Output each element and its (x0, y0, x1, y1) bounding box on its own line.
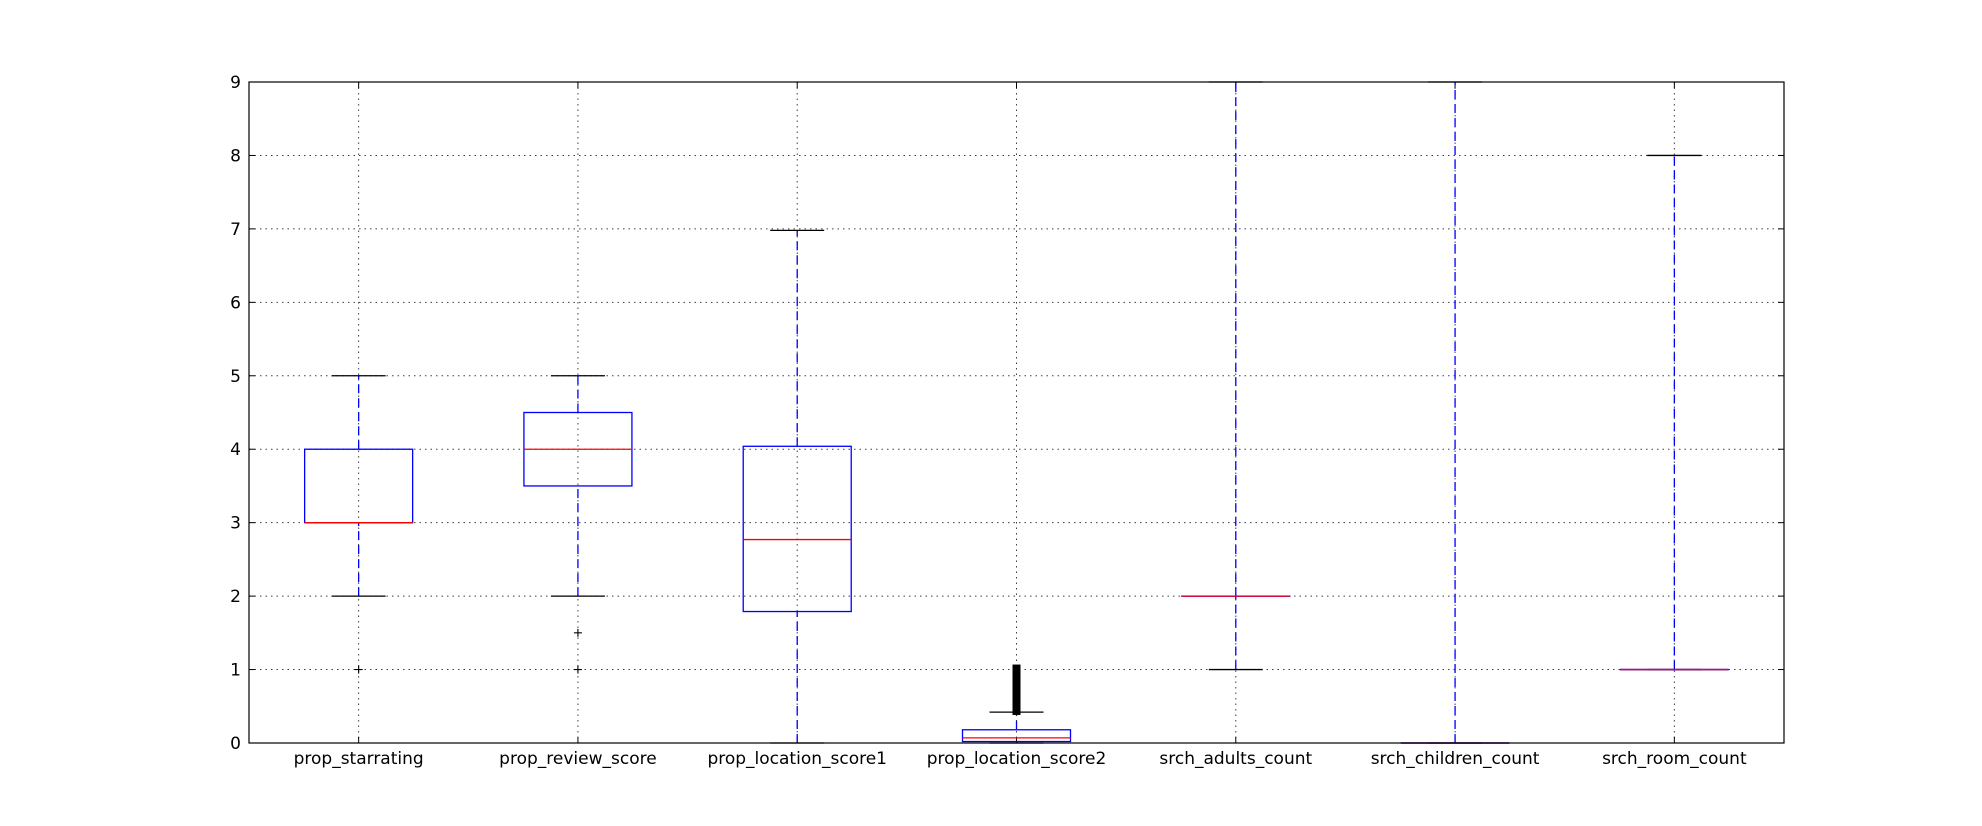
box-prop_location_score1 (742, 229, 852, 744)
y-tick-label: 8 (230, 146, 241, 166)
x-tick-label-srch_room_count: srch_room_count (1602, 749, 1747, 769)
box-prop_location_score2 (961, 664, 1072, 744)
box-srch_adults_count (1181, 81, 1291, 671)
x-tick-label-srch_adults_count: srch_adults_count (1159, 749, 1312, 769)
y-tick-label: 4 (230, 440, 241, 460)
x-tick-label-prop_starrating: prop_starrating (294, 749, 424, 769)
x-tick-label-prop_location_score2: prop_location_score2 (927, 749, 1107, 769)
box-prop_review_score (523, 375, 633, 674)
flier-marker (573, 628, 582, 637)
y-tick-label: 1 (230, 661, 241, 681)
y-tick-label: 2 (230, 587, 241, 607)
x-tick-label-prop_location_score1: prop_location_score1 (707, 749, 887, 769)
x-tick-label-srch_children_count: srch_children_count (1371, 749, 1540, 769)
plot-area-frame (248, 81, 1785, 744)
flier-marker (573, 665, 582, 674)
y-tick-label: 9 (230, 73, 241, 93)
iqr-box (961, 729, 1072, 743)
axis-tick-labels: 0 1 2 3 4 5 6 7 8 9 prop_starrating prop_review_sco… (230, 73, 1747, 769)
box-srch_children_count (1400, 81, 1510, 744)
x-tick-label-prop_review_score: prop_review_score (499, 749, 657, 769)
y-tick-label: 3 (230, 514, 241, 534)
y-tick-label: 6 (230, 293, 241, 313)
box-srch_room_count (1619, 154, 1730, 671)
grid-lines (249, 81, 1784, 744)
y-tick-label: 7 (230, 220, 241, 240)
flier-mark (1012, 664, 1021, 675)
flier-marker (354, 665, 363, 674)
iqr-box (742, 445, 852, 613)
flier-marker (1012, 664, 1021, 675)
y-tick-label: 5 (230, 367, 241, 387)
y-tick-label: 0 (230, 734, 241, 754)
box-prop_starrating (303, 375, 414, 674)
